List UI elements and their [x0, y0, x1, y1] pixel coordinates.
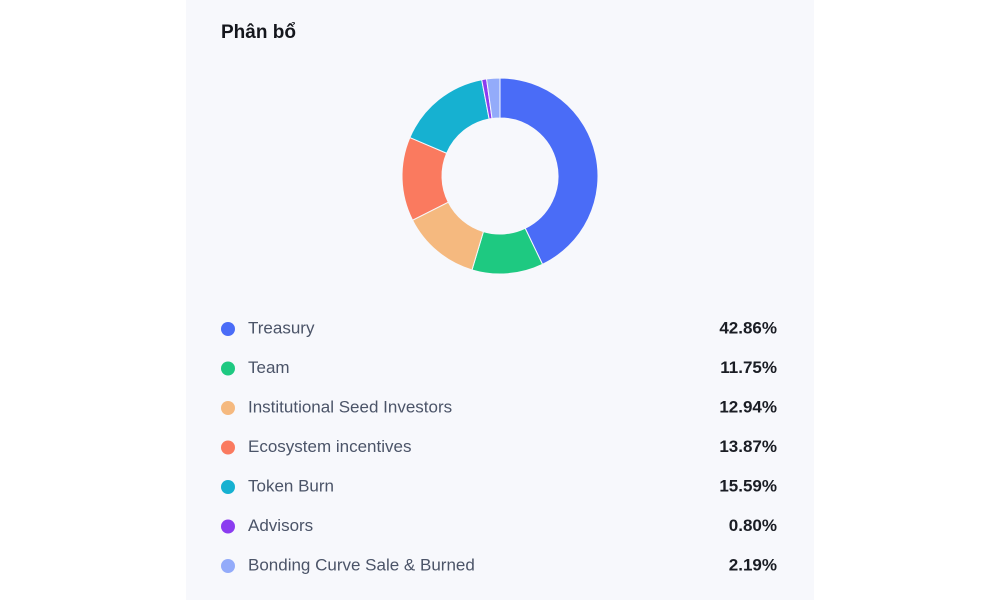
- legend-label: Ecosystem incentives: [248, 437, 411, 456]
- legend-label: Team: [248, 358, 290, 377]
- value-label: 12.94%: [719, 397, 777, 416]
- value-label: 42.86%: [719, 318, 777, 337]
- legend-marker: [221, 519, 235, 534]
- legend-label: Institutional Seed Investors: [248, 397, 452, 416]
- card-title: Phân bổ: [221, 22, 296, 43]
- legend-marker: [221, 480, 235, 494]
- legend-marker: [221, 361, 235, 376]
- legend-label: Treasury: [248, 318, 315, 337]
- value-label: 11.75%: [720, 358, 777, 377]
- value-label: 13.87%: [719, 437, 777, 456]
- legend-label: Token Burn: [248, 476, 334, 495]
- legend-marker: [221, 322, 235, 336]
- legend-marker: [221, 440, 235, 455]
- wedge: [499, 77, 599, 265]
- value-label: 2.19%: [729, 555, 777, 574]
- legend-marker: [221, 559, 235, 573]
- wedge: [485, 77, 501, 120]
- legend-label: Bonding Curve Sale & Burned: [248, 555, 475, 574]
- value-label: 15.59%: [719, 476, 777, 495]
- legend-marker: [221, 401, 235, 415]
- legend-label: Advisors: [248, 516, 313, 535]
- value-label: 0.80%: [729, 516, 777, 535]
